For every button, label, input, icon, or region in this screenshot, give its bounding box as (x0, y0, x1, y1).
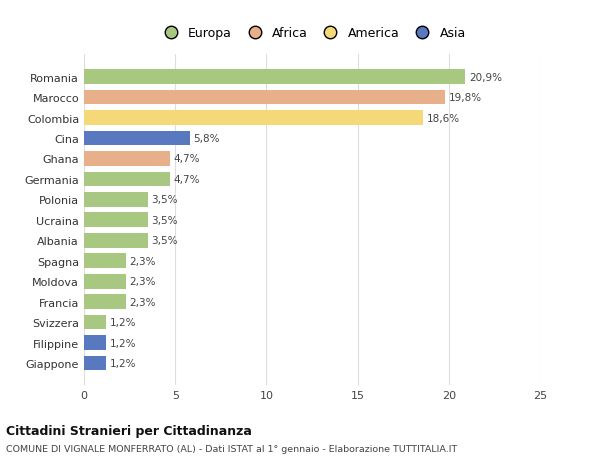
Text: 5,8%: 5,8% (193, 134, 220, 144)
Legend: Europa, Africa, America, Asia: Europa, Africa, America, Asia (154, 23, 470, 44)
Bar (84, 254, 126, 269)
Bar (84, 70, 465, 85)
Text: 20,9%: 20,9% (469, 73, 502, 83)
Bar (84, 336, 106, 350)
Text: 1,2%: 1,2% (110, 358, 136, 368)
Text: 3,5%: 3,5% (151, 215, 178, 225)
Bar (84, 274, 126, 289)
Bar (84, 295, 126, 309)
Bar (84, 111, 423, 126)
Text: COMUNE DI VIGNALE MONFERRATO (AL) - Dati ISTAT al 1° gennaio - Elaborazione TUTT: COMUNE DI VIGNALE MONFERRATO (AL) - Dati… (6, 444, 457, 453)
Text: 2,3%: 2,3% (130, 256, 156, 266)
Bar (84, 172, 170, 187)
Text: 1,2%: 1,2% (110, 317, 136, 327)
Text: 4,7%: 4,7% (173, 154, 200, 164)
Bar (84, 152, 170, 167)
Text: Cittadini Stranieri per Cittadinanza: Cittadini Stranieri per Cittadinanza (6, 425, 252, 437)
Bar (84, 315, 106, 330)
Bar (84, 90, 445, 105)
Bar (84, 233, 148, 248)
Text: 4,7%: 4,7% (173, 174, 200, 185)
Bar (84, 193, 148, 207)
Text: 18,6%: 18,6% (427, 113, 460, 123)
Bar (84, 356, 106, 370)
Bar (84, 213, 148, 228)
Text: 2,3%: 2,3% (130, 277, 156, 286)
Text: 2,3%: 2,3% (130, 297, 156, 307)
Text: 3,5%: 3,5% (151, 236, 178, 246)
Text: 3,5%: 3,5% (151, 195, 178, 205)
Bar (84, 131, 190, 146)
Text: 19,8%: 19,8% (449, 93, 482, 103)
Text: 1,2%: 1,2% (110, 338, 136, 348)
